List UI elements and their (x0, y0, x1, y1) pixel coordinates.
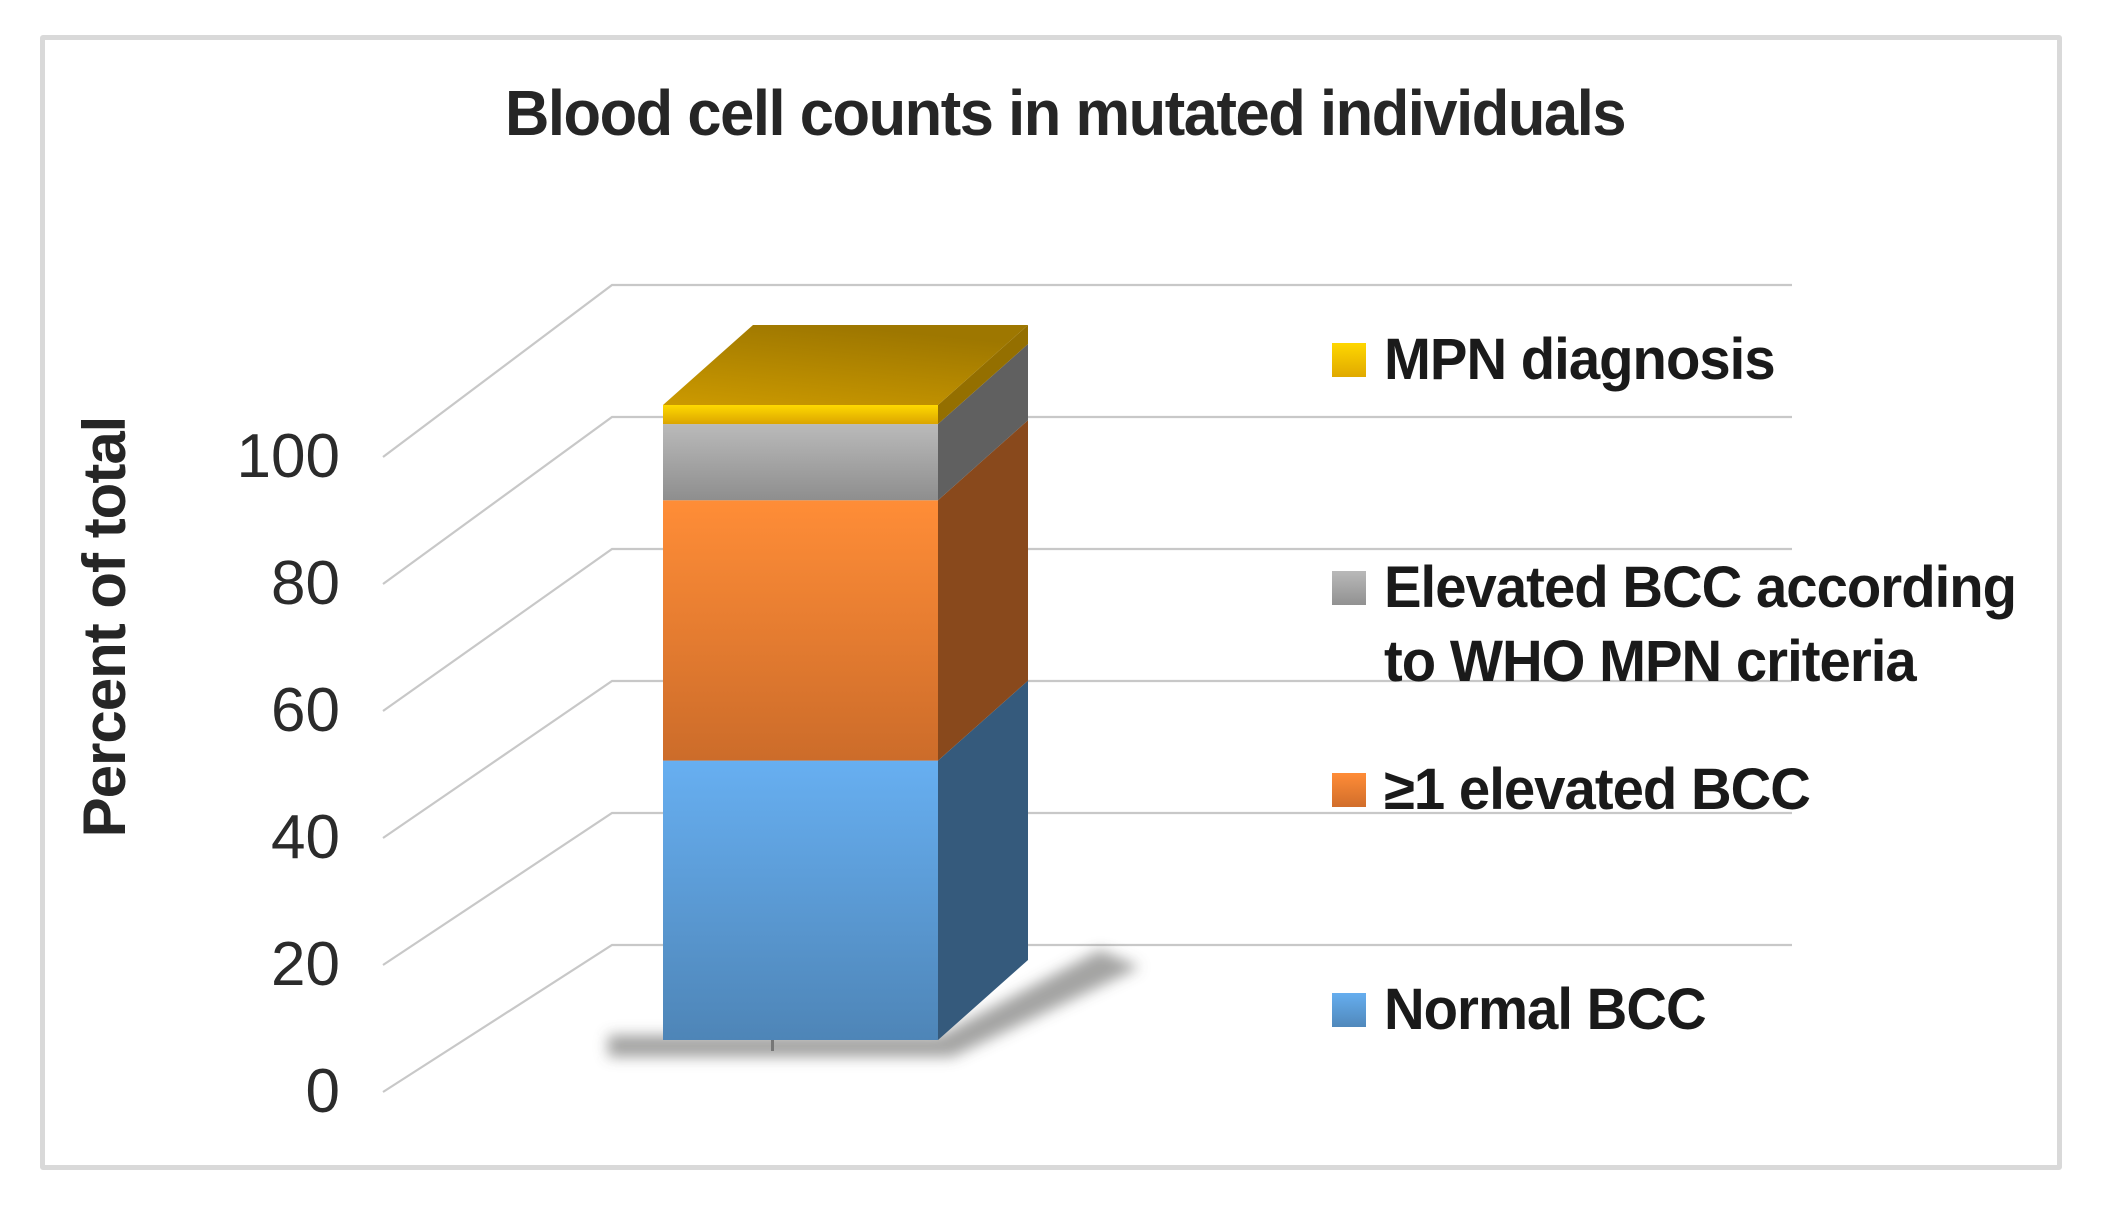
y-tick-label: 20 (271, 930, 340, 999)
bar-segment-front (663, 500, 938, 761)
bar-segment-side (938, 344, 1028, 501)
gridline (382, 943, 1792, 1093)
y-axis-title: Percent of total (71, 416, 138, 838)
bar-segment-side (938, 325, 1028, 425)
bar-segment-side (938, 420, 1028, 761)
bar-segment-front (663, 405, 938, 425)
bar-top-face (663, 325, 1028, 405)
bar-segment-front (663, 424, 938, 501)
y-tick-label: 60 (271, 676, 340, 745)
gridline (382, 811, 1792, 966)
category-tick (771, 1040, 774, 1051)
y-tick-label: 80 (271, 549, 340, 618)
bar-segment-side (938, 680, 1028, 1040)
bar-segment-front (663, 760, 938, 1040)
gridline (382, 547, 1792, 712)
y-tick-label: 0 (305, 1057, 340, 1126)
chart-title: Blood cell counts in mutated individuals (504, 77, 1627, 149)
gridline (382, 679, 1792, 839)
gridline (382, 415, 1792, 585)
y-tick-label: 100 (236, 422, 340, 491)
bar-shadow (608, 950, 1140, 1057)
gridline (382, 283, 1792, 458)
y-tick-label: 40 (271, 803, 340, 872)
